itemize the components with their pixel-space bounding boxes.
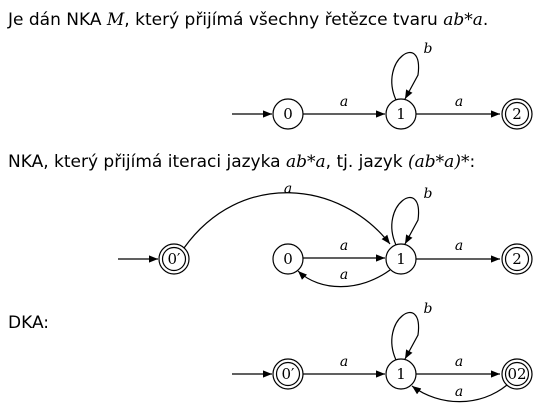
- iter-state-0prime-inner: [161, 246, 187, 272]
- dka-state-1-label: 1: [396, 365, 406, 383]
- iter-edge-1-0-label: a: [340, 267, 348, 283]
- nka-m-state-0-label: 0: [283, 105, 293, 123]
- iter-state-2-label: 2: [512, 250, 522, 268]
- nka-m-state-2-label: 2: [512, 105, 522, 123]
- nka-m-edge-0-1-label: a: [340, 94, 348, 110]
- iter-loop-1: [391, 197, 420, 246]
- iter-edge-0prime-1-label: a: [284, 181, 292, 197]
- intro-middle: , který přijímá všechny řetězce tvaru: [124, 10, 444, 30]
- dka-state-02-inner: [504, 361, 530, 387]
- intro-suffix: .: [482, 10, 489, 30]
- iter-edge-1-2-label: a: [455, 238, 463, 254]
- nka-m-state-2-inner: [504, 101, 530, 127]
- nka-m-state-2-outer: [501, 98, 533, 130]
- automaton-name-m: M: [106, 10, 125, 30]
- dka-state-02-label: 02: [507, 365, 526, 383]
- iteration-suffix: :: [469, 152, 476, 172]
- iter-edge-0-1-label: a: [340, 238, 348, 254]
- iteration-middle: , tj. jazyk: [325, 152, 409, 172]
- dka-diagram: 0′ a 1 b a a 02: [232, 301, 533, 403]
- iter-loop-1-label: b: [424, 186, 433, 202]
- dka-edge-0prime-1-label: a: [340, 354, 348, 370]
- nka-m-edge-1-2-label: a: [455, 94, 463, 110]
- iter-state-1-label: 1: [396, 250, 406, 268]
- iteration-prefix: NKA, který přijímá iteraci jazyka: [8, 152, 286, 172]
- iter-state-0-label: 0: [283, 250, 293, 268]
- dka-loop-1: [391, 312, 420, 361]
- intro-sentence: Je dán NKA M, který přijímá všechny řetě…: [8, 10, 488, 30]
- iter-state-0prime-label: 0′: [168, 250, 182, 268]
- iter-state-0: [272, 243, 304, 275]
- iter-state-2-inner: [504, 246, 530, 272]
- nka-m-loop-1-label: b: [424, 41, 433, 57]
- nka-m-loop-1: [391, 52, 420, 101]
- dka-edge-1-02-label: a: [455, 354, 463, 370]
- iteration-language-expression: (ab*a)*: [408, 152, 470, 172]
- iter-edge-1-0: [297, 269, 391, 288]
- nka-m-state-1-label: 1: [396, 105, 406, 123]
- dka-state-0prime-inner: [275, 361, 301, 387]
- dka-state-0prime-label: 0′: [282, 365, 296, 383]
- iteration-sentence: NKA, který přijímá iteraci jazyka ab*a, …: [8, 152, 475, 172]
- iter-state-2-outer: [501, 243, 533, 275]
- nka-iteration-diagram: 0′ a 0 a a 1 b a 2: [118, 181, 533, 288]
- dka-loop-1-label: b: [424, 301, 433, 317]
- dka-edge-02-1-label: a: [455, 384, 463, 400]
- dka-heading: DKA:: [8, 313, 49, 333]
- nka-m-diagram: 0 a 1 b a 2: [232, 41, 533, 130]
- dka-state-02-outer: [501, 358, 533, 390]
- iteration-expression: ab*a: [285, 152, 326, 172]
- dka-edge-02-1: [411, 384, 508, 403]
- intro-prefix: Je dán NKA: [8, 10, 107, 30]
- iter-edge-0prime-1: [183, 192, 391, 249]
- iter-state-0prime-outer: [158, 243, 190, 275]
- intro-expression: ab*a: [443, 10, 483, 30]
